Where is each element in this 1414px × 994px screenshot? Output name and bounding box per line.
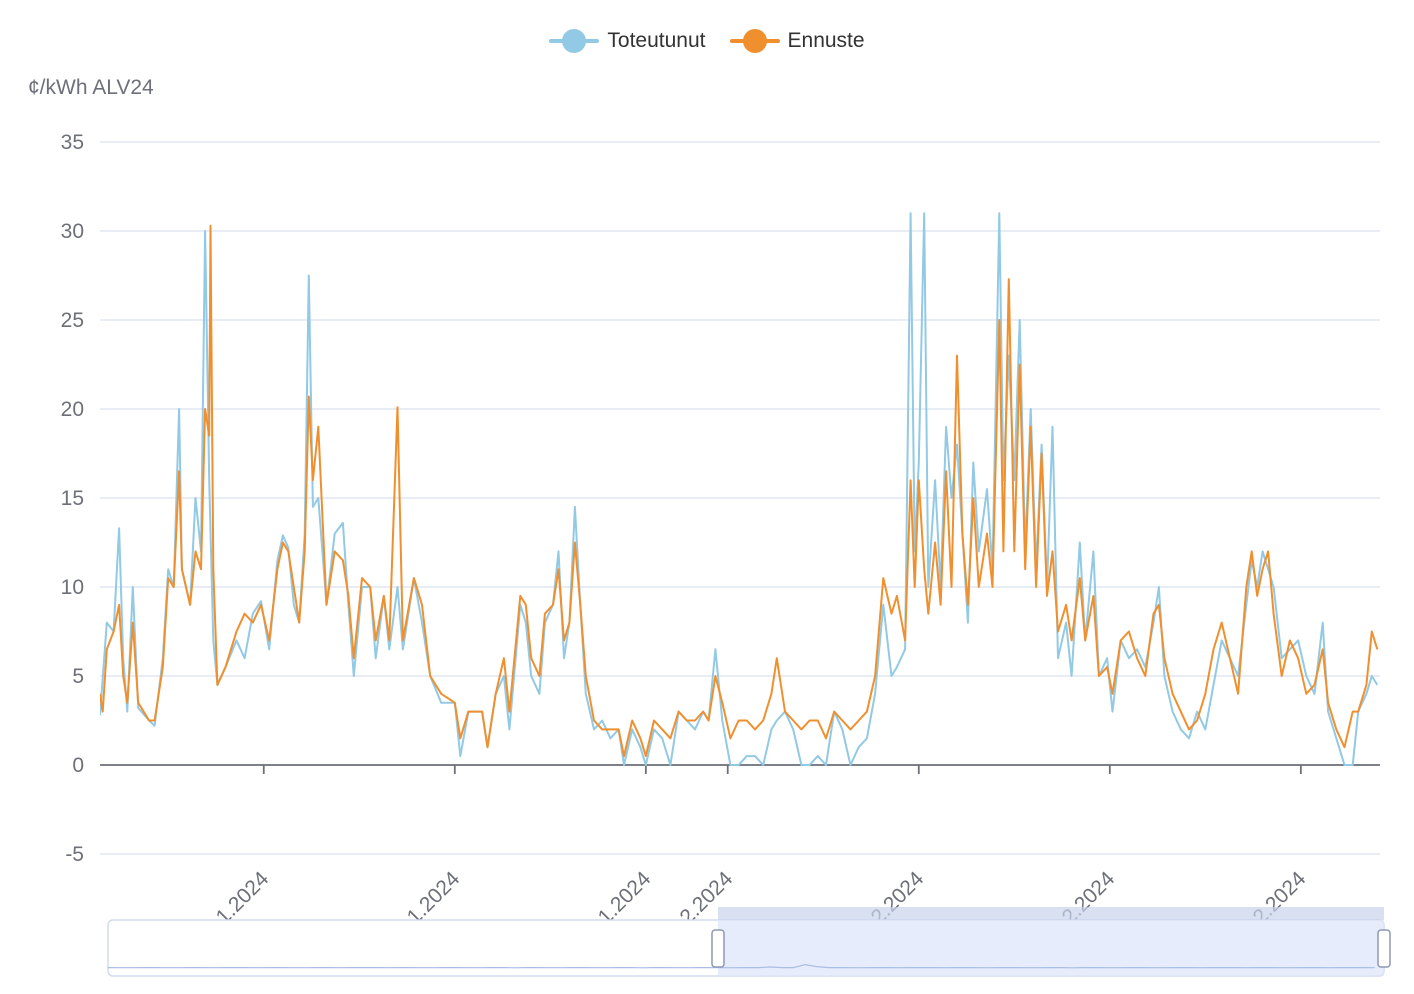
navigator-handle-left[interactable] bbox=[711, 929, 725, 968]
series-layer bbox=[100, 212, 1379, 766]
y-tick-label: 25 bbox=[61, 309, 84, 332]
navigator[interactable] bbox=[107, 907, 1391, 977]
y-tick-label: 35 bbox=[61, 131, 84, 154]
legend: Toteutunut Ennuste bbox=[0, 28, 1414, 54]
y-axis: -5 0 5 10 15 20 25 30 35 bbox=[61, 131, 84, 866]
navigator-sparkline bbox=[107, 963, 1375, 969]
y-tick-label: 20 bbox=[61, 398, 84, 421]
y-tick-label: 0 bbox=[72, 754, 84, 777]
y-tick-label: 10 bbox=[61, 576, 84, 599]
legend-label-forecast: Ennuste bbox=[787, 29, 865, 52]
series-line-actual bbox=[100, 212, 1379, 766]
y-tick-label: 15 bbox=[61, 487, 84, 510]
series-line-forecast bbox=[100, 224, 1379, 758]
y-tick-label: -5 bbox=[65, 843, 84, 866]
y-tick-label: 30 bbox=[61, 220, 84, 243]
navigator-selection-bar[interactable] bbox=[718, 907, 1384, 920]
legend-label-actual: Toteutunut bbox=[607, 29, 706, 52]
grid-lines bbox=[100, 141, 1380, 855]
legend-swatch-forecast-icon bbox=[729, 28, 780, 54]
legend-dot-forecast bbox=[742, 29, 767, 53]
y-tick-label: 5 bbox=[72, 665, 84, 688]
legend-item-forecast[interactable]: Ennuste bbox=[729, 28, 865, 54]
navigator-handle-right[interactable] bbox=[1377, 929, 1391, 968]
legend-swatch-actual-icon bbox=[549, 28, 600, 54]
legend-item-actual[interactable]: Toteutunut bbox=[549, 28, 706, 54]
legend-dot-actual bbox=[562, 29, 587, 53]
navigator-selection[interactable] bbox=[718, 920, 1384, 976]
y-axis-unit-label: ¢/kWh ALV24 bbox=[28, 76, 154, 99]
